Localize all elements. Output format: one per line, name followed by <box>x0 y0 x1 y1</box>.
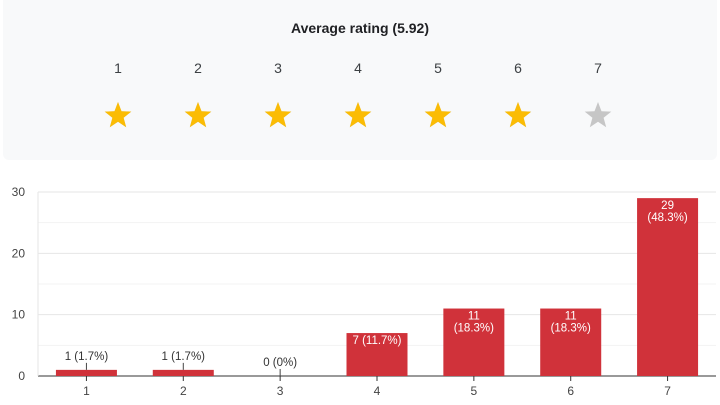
rating-scale-number: 7 <box>594 60 602 76</box>
bar <box>346 333 408 376</box>
x-tick-label: 3 <box>277 384 284 398</box>
rating-scale-item: 5 <box>408 58 468 130</box>
rating-title: Average rating (5.92) <box>291 20 429 36</box>
rating-scale-number: 3 <box>274 60 282 76</box>
rating-scale-item: 2 <box>168 58 228 130</box>
rating-scale-number: 5 <box>434 60 442 76</box>
y-tick-label: 0 <box>18 369 25 383</box>
bar <box>637 198 699 376</box>
bar <box>443 308 505 376</box>
data-label: (18.3%) <box>551 323 591 335</box>
x-tick-label: 6 <box>567 384 574 398</box>
y-tick-label: 20 <box>12 246 26 260</box>
star-icon <box>423 100 453 130</box>
rating-summary-card: Average rating (5.92) 1 2 3 4 5 6 7 <box>3 0 717 160</box>
bar <box>55 369 117 376</box>
y-tick-label: 30 <box>12 185 26 199</box>
data-label: 11 <box>468 311 480 323</box>
star-icon <box>263 100 293 130</box>
rating-scale-number: 4 <box>354 60 362 76</box>
star-icon <box>103 100 133 130</box>
x-tick-label: 7 <box>664 384 671 398</box>
rating-scale-number: 1 <box>114 60 122 76</box>
x-tick-label: 2 <box>180 384 187 398</box>
data-label: (18.3%) <box>454 323 494 335</box>
x-tick-label: 1 <box>83 384 90 398</box>
data-label: 29 <box>661 200 674 212</box>
data-label: (48.3%) <box>647 212 687 224</box>
star-icon <box>503 100 533 130</box>
rating-scale-item: 3 <box>248 58 308 130</box>
y-tick-label: 10 <box>12 308 26 322</box>
rating-distribution-chart: 0 10 20 30 1 1 (1.7%) 2 1 (1.7%) 3 0 (0%) 4 7 (11.7… <box>12 185 716 398</box>
rating-scale-number: 6 <box>514 60 522 76</box>
x-tick-label: 4 <box>374 384 381 398</box>
data-label: 1 (1.7%) <box>162 351 206 363</box>
data-label: 11 <box>565 311 577 323</box>
data-label: 7 (11.7%) <box>352 335 401 347</box>
star-icon <box>343 100 373 130</box>
bar <box>540 308 602 376</box>
rating-scale-item: 7 <box>568 58 628 130</box>
rating-scale-item: 6 <box>488 58 548 130</box>
bar <box>152 369 214 376</box>
star-icon <box>583 100 613 130</box>
rating-scale-item: 4 <box>328 58 388 130</box>
data-label: 1 (1.7%) <box>65 351 109 363</box>
data-label: 0 (0%) <box>263 357 297 369</box>
rating-scale-number: 2 <box>194 60 202 76</box>
star-icon <box>183 100 213 130</box>
rating-scale-item: 1 <box>88 58 148 130</box>
x-tick-label: 5 <box>471 384 478 398</box>
